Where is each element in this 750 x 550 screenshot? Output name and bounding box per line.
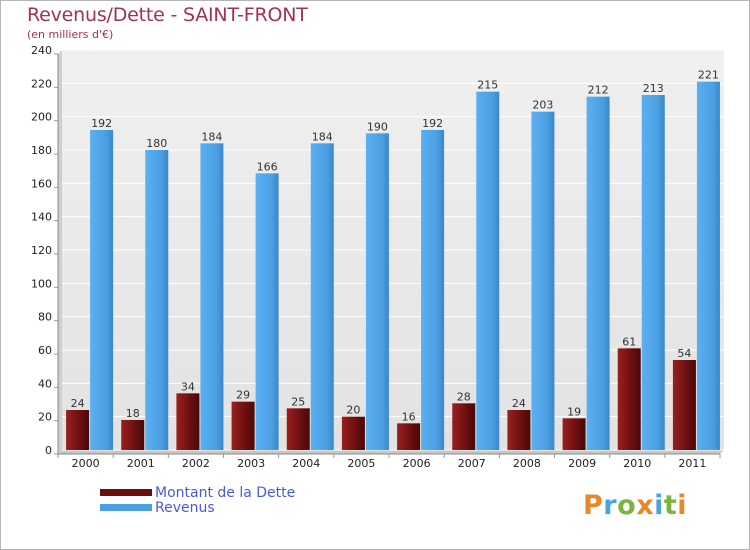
y-tick-label: 140 (31, 211, 52, 224)
debt-value-label: 18 (126, 407, 140, 420)
revenus-value-label: 192 (91, 117, 112, 130)
y-tick-label: 80 (38, 311, 52, 324)
legend-item-debt: Montant de la Dette (100, 486, 295, 501)
logo-letter: t (663, 490, 678, 521)
debt-bar (231, 401, 255, 450)
y-tick-label: 60 (38, 344, 52, 357)
debt-bar (286, 408, 310, 450)
revenus-bar (200, 143, 224, 451)
x-tick-label: 2001 (127, 457, 155, 470)
revenus-value-label: 184 (312, 130, 333, 143)
chart-title: Revenus/Dette - SAINT-FRONT (27, 4, 308, 26)
revenus-value-label: 190 (367, 120, 388, 133)
debt-value-label: 28 (457, 390, 471, 403)
revenus-value-label: 184 (201, 130, 222, 143)
legend-item-revenus: Revenus (100, 501, 295, 516)
debt-bar (617, 348, 641, 450)
y-tick-label: 100 (31, 277, 52, 290)
x-tick-label: 2002 (182, 457, 210, 470)
logo-letter: i (677, 490, 688, 521)
debt-value-label: 34 (181, 380, 195, 393)
debt-bar (397, 423, 421, 450)
debt-bar (66, 410, 90, 450)
revenus-bar (421, 130, 445, 450)
logo-letter: r (603, 490, 618, 521)
revenus-bar (255, 173, 279, 451)
debt-value-label: 61 (622, 335, 636, 348)
debt-value-label: 20 (346, 404, 360, 417)
debt-bar (452, 403, 476, 450)
revenus-value-label: 180 (146, 137, 167, 150)
plot-side-wall (58, 50, 62, 454)
legend-label-revenus: Revenus (155, 500, 215, 516)
y-tick-label: 220 (31, 77, 52, 90)
revenus-bar (145, 150, 169, 450)
x-tick-label: 2000 (72, 457, 100, 470)
debt-bar (176, 393, 200, 450)
revenus-value-label: 203 (532, 99, 553, 112)
debt-value-label: 24 (71, 397, 85, 410)
revenus-value-label: 221 (698, 69, 719, 82)
debt-value-label: 24 (512, 397, 526, 410)
revenus-bar (476, 91, 500, 451)
revenus-bar (365, 133, 389, 451)
debt-value-label: 25 (291, 395, 305, 408)
debt-bar (562, 418, 586, 450)
x-tick-label: 2011 (678, 457, 706, 470)
debt-value-label: 54 (677, 347, 691, 360)
revenus-bar (310, 143, 334, 451)
plot-floor (58, 450, 724, 454)
y-tick-label: 240 (31, 44, 52, 57)
y-tick-label: 200 (31, 111, 52, 124)
revenus-value-label: 192 (422, 117, 443, 130)
revenus-bar (90, 130, 114, 450)
y-tick-label: 160 (31, 177, 52, 190)
legend: Montant de la Dette Revenus (100, 486, 295, 516)
proxiti-logo: Proxiti (583, 490, 687, 521)
revenus-bar (531, 111, 555, 451)
revenus-bar (696, 81, 720, 451)
x-tick-label: 2009 (568, 457, 596, 470)
revenus-value-label: 213 (643, 82, 664, 95)
debt-value-label: 19 (567, 405, 581, 418)
y-tick-label: 120 (31, 244, 52, 257)
revenus-bar (586, 96, 610, 451)
y-tick-label: 20 (38, 411, 52, 424)
x-tick-label: 2007 (458, 457, 486, 470)
logo-letter: i (654, 490, 664, 521)
x-tick-label: 2006 (403, 457, 431, 470)
debt-bar (672, 360, 696, 450)
logo-letter: P (583, 490, 604, 521)
x-tick-label: 2004 (292, 457, 320, 470)
x-tick-label: 2008 (513, 457, 541, 470)
x-tick-label: 2005 (347, 457, 375, 470)
debt-value-label: 16 (402, 410, 416, 423)
legend-label-debt: Montant de la Dette (155, 485, 296, 501)
logo-letter: o (617, 490, 637, 521)
debt-bar (121, 420, 145, 450)
chart-subtitle: (en milliers d'€) (27, 28, 114, 41)
debt-bar (341, 416, 365, 450)
logo-letter: x (636, 490, 655, 521)
x-tick-label: 2003 (237, 457, 265, 470)
legend-swatch-debt (100, 488, 152, 496)
y-tick-label: 40 (38, 377, 52, 390)
x-tick-label: 2010 (623, 457, 651, 470)
revenus-value-label: 212 (588, 84, 609, 97)
debt-bar (507, 410, 531, 450)
revenus-bar (641, 95, 665, 450)
revenus-value-label: 215 (477, 79, 498, 92)
revenus-value-label: 166 (257, 160, 278, 173)
y-tick-label: 180 (31, 144, 52, 157)
debt-value-label: 29 (236, 389, 250, 402)
legend-swatch-revenus (100, 503, 152, 511)
y-tick-label: 0 (45, 444, 52, 457)
